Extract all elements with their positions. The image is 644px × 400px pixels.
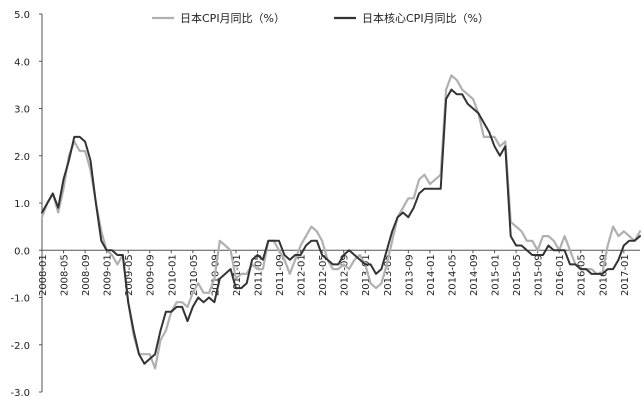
y-tick-label: 0.0 (14, 246, 30, 257)
y-tick-label: 4.0 (14, 57, 30, 68)
x-tick-label: 2015-09 (534, 254, 545, 296)
x-tick-label: 2011-05 (253, 254, 264, 296)
y-tick-label: -1.0 (10, 294, 30, 305)
x-tick-label: 2011-09 (275, 254, 286, 296)
x-tick-label: 2013-05 (383, 254, 394, 296)
legend-label-cpi: 日本CPI月同比（%） (180, 11, 285, 25)
x-tick-label: 2014-01 (426, 254, 437, 296)
x-tick-label: 2008-09 (81, 254, 92, 296)
series-line-cpi (40, 74, 642, 370)
x-tick-label: 2008-05 (60, 254, 71, 296)
y-tick-label: 1.0 (14, 199, 30, 210)
x-tick-label: 2009-05 (124, 254, 135, 296)
y-tick-label: 5.0 (14, 10, 30, 21)
x-tick-label: 2016-09 (598, 254, 609, 296)
x-tick-label: 2009-09 (146, 254, 157, 296)
legend-label-core-cpi: 日本核心CPI月同比（%） (362, 11, 489, 25)
x-tick-label: 2014-09 (469, 254, 480, 296)
x-tick-label: 2016-05 (577, 254, 588, 296)
x-tick-label: 2012-01 (297, 254, 308, 296)
x-tick-label: 2012-05 (318, 254, 329, 296)
x-tick-label: 2009-01 (103, 254, 114, 296)
x-tick-label: 2017-01 (620, 254, 631, 296)
y-tick-label: -3.0 (10, 388, 30, 399)
x-tick-label: 2008-01 (38, 254, 49, 296)
x-tick-label: 2011-01 (232, 254, 243, 296)
x-tick-label: 2012-09 (340, 254, 351, 296)
x-tick-label: 2013-09 (404, 254, 415, 296)
y-tick-label: 2.0 (14, 152, 30, 163)
series-line-core-cpi (41, 88, 641, 365)
x-tick-label: 2015-05 (512, 254, 523, 296)
x-tick-label: 2016-01 (555, 254, 566, 296)
x-tick-label: 2010-01 (167, 254, 178, 296)
y-tick-label: 3.0 (14, 105, 30, 116)
y-tick-label: -2.0 (10, 341, 30, 352)
x-tick-label: 2014-05 (447, 254, 458, 296)
x-tick-label: 2013-01 (361, 254, 372, 296)
x-tick-label: 2010-05 (189, 254, 200, 296)
x-tick-label: 2015-01 (491, 254, 502, 296)
